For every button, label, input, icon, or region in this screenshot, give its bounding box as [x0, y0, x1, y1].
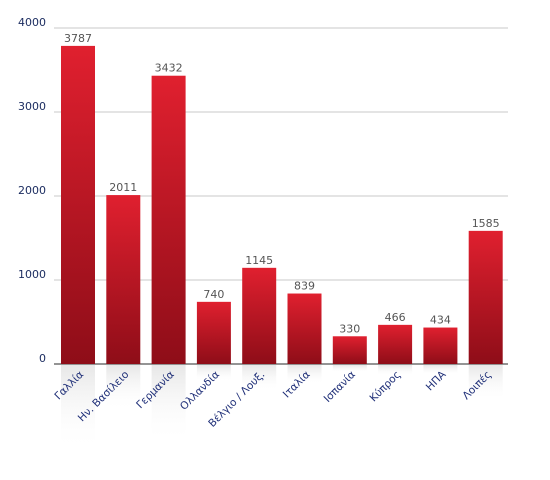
data-label: 740 [203, 288, 224, 301]
y-tick-label: 0 [39, 352, 46, 365]
data-label: 466 [385, 311, 406, 324]
bar [423, 327, 458, 364]
bar [468, 230, 503, 364]
bar [378, 324, 413, 364]
bar-reflection [423, 365, 458, 375]
bar-reflection [61, 365, 95, 451]
bar-reflection [242, 365, 277, 391]
bar-reflection [196, 365, 231, 382]
data-label: 3787 [64, 32, 92, 45]
bar-reflection [468, 365, 503, 401]
bar-reflection [287, 365, 322, 385]
bar [61, 45, 95, 364]
data-label: 330 [339, 322, 360, 335]
bar-reflection [151, 365, 186, 443]
y-axis-ticks: 0 1000 2000 3000 4000 [18, 16, 46, 365]
y-tick-label: 1000 [18, 268, 46, 281]
data-label: 839 [294, 280, 315, 293]
bar [106, 195, 141, 364]
bar-reflection [332, 365, 367, 373]
data-labels: 3787 2011 3432 740 1145 839 330 466 434 1585 [64, 32, 500, 335]
bar [332, 336, 367, 364]
x-tick-label: Ισπανία [322, 369, 358, 405]
bar [242, 267, 277, 364]
bars [61, 45, 503, 364]
bar-reflection [106, 365, 141, 411]
bar [287, 293, 322, 364]
bar [196, 301, 231, 364]
bar-reflections [61, 365, 503, 451]
bar [151, 75, 186, 364]
y-tick-label: 4000 [18, 16, 46, 29]
data-label: 3432 [155, 62, 183, 75]
data-label: 1145 [245, 254, 273, 267]
data-label: 1585 [472, 217, 500, 230]
y-tick-label: 3000 [18, 100, 46, 113]
bar-reflection [378, 365, 413, 376]
data-label: 434 [430, 314, 451, 327]
y-tick-label: 2000 [18, 184, 46, 197]
data-label: 2011 [109, 181, 137, 194]
